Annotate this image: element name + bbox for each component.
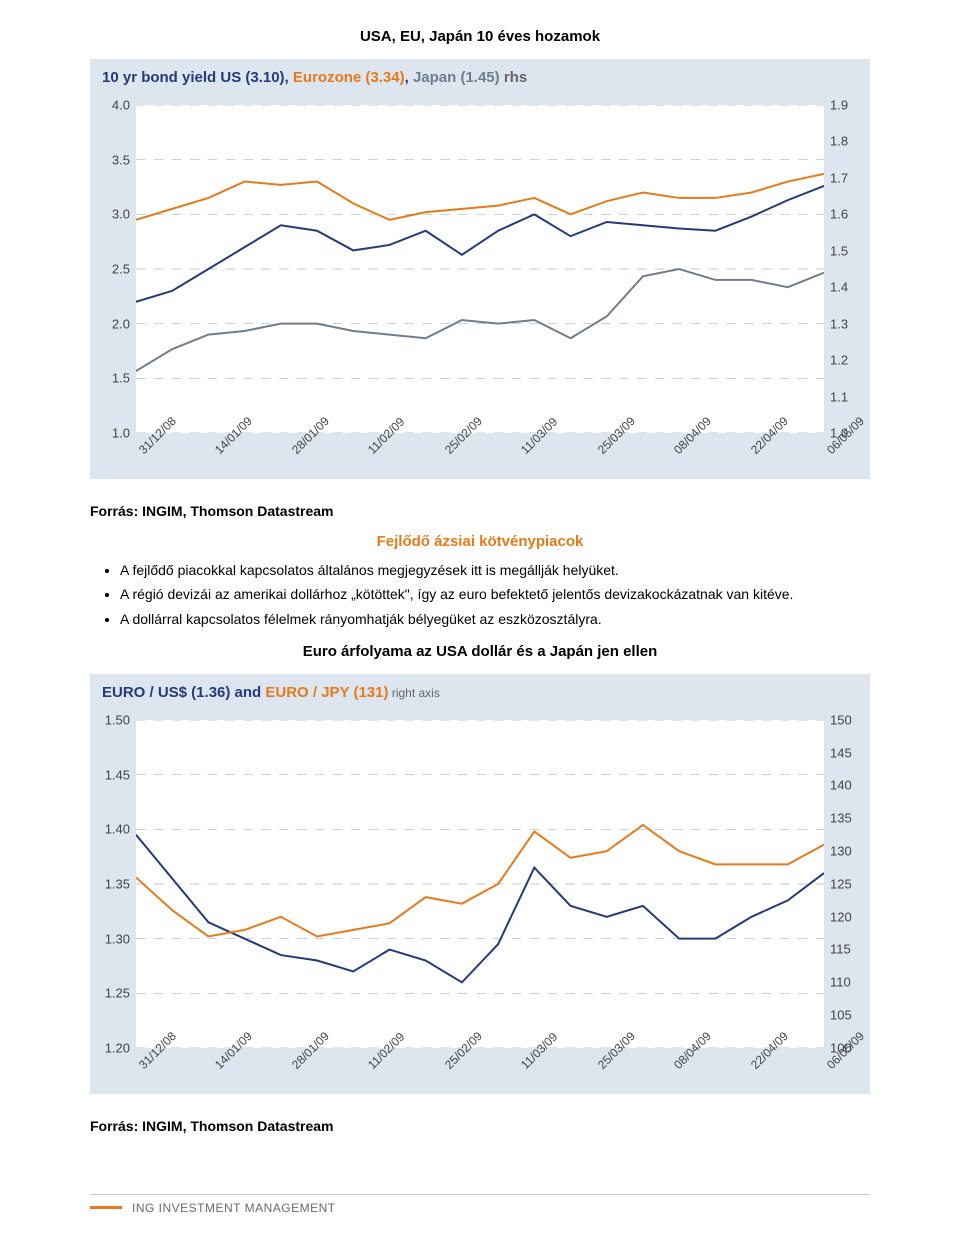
bond-yield-chart: 10 yr bond yield US (3.10), Eurozone (3.… xyxy=(90,59,870,479)
subheading: Fejlődő ázsiai kötvénypiacok xyxy=(90,533,870,550)
source-1: Forrás: INGIM, Thomson Datastream xyxy=(90,503,870,519)
chart2-title: Euro árfolyama az USA dollár és a Japán … xyxy=(90,643,870,660)
list-item: A fejlődő piacokkal kapcsolatos általáno… xyxy=(120,560,870,580)
euro-fx-chart: EURO / US$ (1.36) and EURO / JPY (131) r… xyxy=(90,674,870,1094)
footer-accent-bar xyxy=(90,1206,122,1209)
chart-inner-title: EURO / US$ (1.36) and EURO / JPY (131) r… xyxy=(102,684,858,701)
source-2: Forrás: INGIM, Thomson Datastream xyxy=(90,1118,870,1134)
list-item: A dollárral kapcsolatos félelmek rányomh… xyxy=(120,609,870,629)
page-footer: ING INVESTMENT MANAGEMENT xyxy=(90,1194,870,1215)
footer-text: ING INVESTMENT MANAGEMENT xyxy=(132,1201,336,1215)
chart1-title: USA, EU, Japán 10 éves hozamok xyxy=(90,28,870,45)
chart-inner-title: 10 yr bond yield US (3.10), Eurozone (3.… xyxy=(102,69,858,86)
notes-list: A fejlődő piacokkal kapcsolatos általáno… xyxy=(120,560,870,629)
list-item: A régió devizái az amerikai dollárhoz „k… xyxy=(120,584,870,604)
